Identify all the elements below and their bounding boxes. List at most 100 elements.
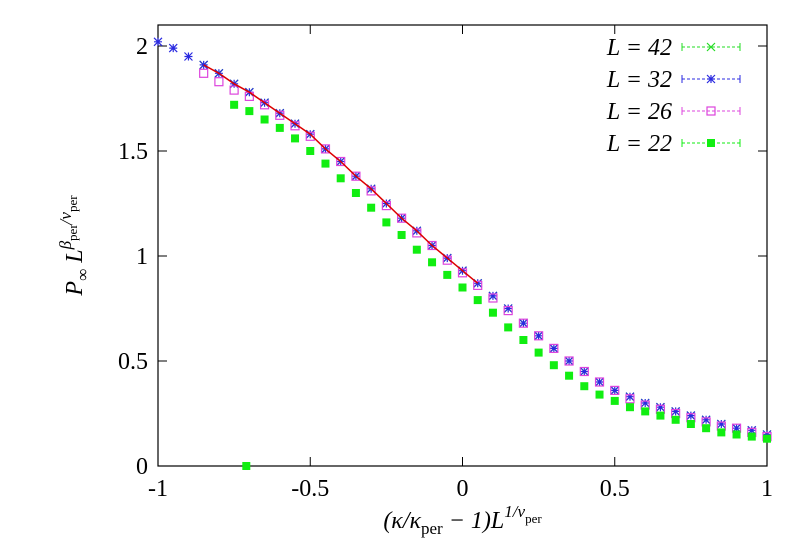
y-axis-label-part: per	[65, 195, 80, 212]
marker	[367, 203, 376, 212]
marker	[671, 415, 680, 424]
marker	[716, 419, 726, 429]
marker	[747, 432, 756, 441]
marker	[306, 147, 315, 155]
marker	[762, 430, 772, 439]
marker	[214, 77, 224, 87]
marker	[336, 156, 346, 167]
y-axis-label-part: P	[62, 281, 88, 297]
marker	[428, 258, 437, 267]
marker	[702, 424, 711, 433]
marker	[625, 394, 635, 404]
marker	[686, 420, 695, 428]
marker	[366, 186, 376, 196]
marker	[199, 68, 209, 78]
marker	[168, 43, 178, 53]
marker	[534, 331, 544, 341]
marker	[291, 134, 300, 143]
marker	[579, 367, 589, 376]
marker	[382, 218, 391, 227]
x-tick-label: -0.5	[291, 476, 329, 502]
legend-label: L = 32	[606, 67, 672, 93]
marker	[717, 428, 726, 437]
marker	[229, 85, 239, 95]
marker	[230, 100, 239, 109]
y-axis-label-part: /ν	[56, 212, 75, 226]
y-axis-label-part: per	[65, 224, 80, 241]
x-axis-label-part: per	[421, 519, 443, 538]
marker	[442, 255, 452, 265]
marker	[732, 430, 741, 439]
marker	[594, 377, 605, 387]
y-axis-label-part: L	[62, 249, 88, 268]
x-axis-label-part: (κ/κ	[383, 508, 421, 534]
marker	[610, 385, 620, 395]
marker	[641, 407, 650, 416]
marker	[321, 159, 330, 168]
marker	[549, 343, 559, 353]
marker	[458, 283, 467, 292]
y-axis-label: P∞ Lβper/νper	[56, 195, 92, 297]
x-axis-label-part: per	[525, 511, 542, 526]
marker	[549, 361, 558, 370]
marker	[488, 293, 498, 303]
marker	[534, 331, 544, 341]
marker	[579, 366, 589, 377]
legend-marker	[706, 106, 716, 116]
marker	[610, 385, 620, 395]
marker	[305, 131, 315, 141]
marker	[732, 423, 741, 433]
x-axis-label-part: − 1)L	[443, 508, 505, 534]
legend-marker	[706, 42, 716, 52]
marker	[518, 318, 529, 328]
marker	[245, 107, 254, 116]
legend-label: L = 26	[606, 99, 672, 125]
marker	[763, 434, 771, 443]
fit-line	[203, 64, 479, 284]
y-tick-label: 0	[136, 454, 148, 480]
marker	[351, 171, 361, 181]
marker	[564, 356, 574, 366]
marker	[595, 377, 604, 387]
x-axis-label: (κ/κper − 1)L1/νper	[383, 502, 542, 538]
marker	[686, 411, 696, 421]
marker	[473, 296, 482, 305]
marker	[503, 306, 513, 316]
marker	[397, 231, 406, 239]
y-tick-label: 1.5	[118, 139, 148, 165]
x-tick-label: 0.5	[600, 476, 630, 502]
marker	[427, 240, 437, 251]
legend-marker	[706, 74, 716, 84]
marker	[640, 398, 650, 408]
marker	[580, 382, 589, 391]
x-tick-label: 0	[457, 476, 469, 502]
marker	[503, 304, 513, 313]
marker	[381, 201, 391, 211]
marker	[671, 406, 681, 416]
marker	[518, 318, 528, 328]
marker	[242, 462, 251, 470]
marker	[351, 189, 360, 197]
marker	[488, 291, 498, 301]
marker	[443, 270, 452, 279]
legend-label: L = 22	[606, 131, 672, 157]
marker	[336, 174, 345, 183]
x-tick-label: -1	[148, 476, 168, 502]
x-axis-label-part: 1/ν	[504, 502, 525, 521]
marker	[153, 37, 163, 47]
marker	[519, 336, 528, 344]
marker	[610, 396, 619, 405]
marker	[504, 323, 513, 332]
marker	[625, 392, 635, 402]
marker	[595, 390, 604, 399]
y-axis-label-part: β	[56, 240, 75, 250]
marker	[534, 348, 543, 357]
marker	[549, 343, 559, 353]
marker	[747, 425, 757, 435]
y-axis-label-part: ∞	[73, 269, 92, 281]
marker	[564, 356, 574, 366]
marker	[488, 308, 497, 317]
marker	[565, 371, 574, 380]
marker	[625, 403, 634, 412]
